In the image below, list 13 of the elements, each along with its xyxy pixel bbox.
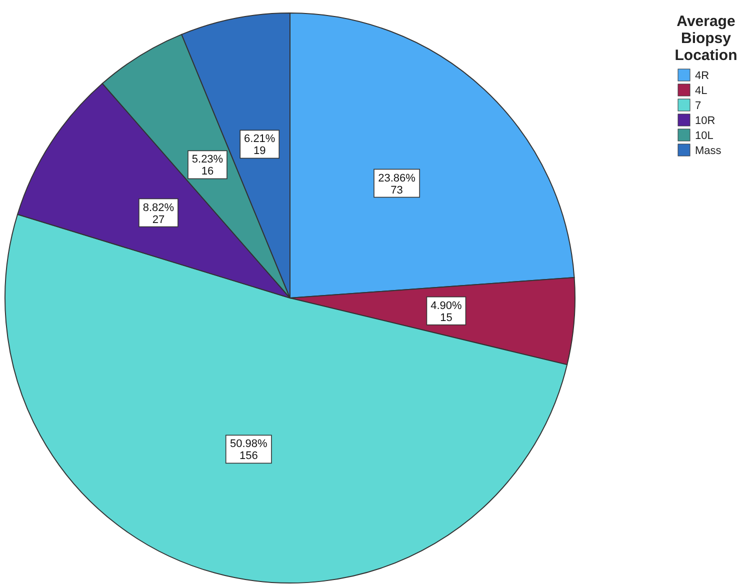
data-label: 5.23% 16 [192, 154, 224, 178]
data-label: 8.82% 27 [142, 202, 174, 226]
legend-label: 10L [695, 130, 714, 142]
legend-label: 4R [695, 70, 710, 82]
data-label: 23.86% 73 [378, 172, 416, 196]
legend-label: 4L [695, 85, 708, 97]
data-label: 50.98% 156 [230, 438, 268, 462]
data-label: 6.21% 19 [244, 133, 276, 158]
legend-label: Mass [695, 145, 722, 157]
legend-label: 10R [695, 115, 716, 127]
data-label: 4.90% 15 [430, 300, 462, 324]
legend-label: 7 [695, 100, 702, 112]
legend-title: Average Biopsy Location [674, 13, 738, 64]
